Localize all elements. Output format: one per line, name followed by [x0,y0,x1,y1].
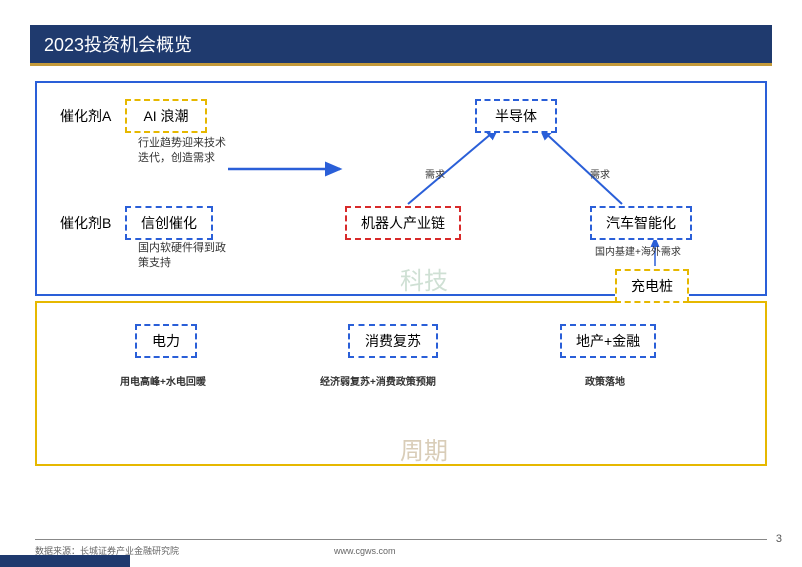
power-sublabel: 用电高峰+水电回暖 [120,376,206,390]
charger-sublabel: 国内基建+海外需求 [595,243,681,258]
footer: 数据来源：长城证券产业金融研究院 www.cgws.com [35,539,767,557]
page-number: 3 [776,533,782,545]
node-charger: 充电桩 [615,269,689,303]
node-consume: 消费复苏 [348,324,438,358]
ai-sublabel: 行业趋势迎来技术迭代，创造需求 [138,136,226,167]
node-power: 电力 [135,324,197,358]
catalyst-a-label: 催化剂A [60,106,111,126]
node-ai: AI 浪潮 [125,99,207,133]
node-robot: 机器人产业链 [345,206,461,240]
node-auto: 汽车智能化 [590,206,692,240]
node-semiconductor: 半导体 [475,99,557,133]
slide-title: 2023投资机会概览 [30,25,772,66]
diagram-content: 科技 周期 催化剂A 催化剂B 需求 需求 AI 浪潮 半导体 信创催化 机器人… [30,66,772,506]
node-xinchuang: 信创催化 [125,206,213,240]
xinchuang-sublabel: 国内软硬件得到政策支持 [138,241,226,272]
footer-url: www.cgws.com [334,546,396,556]
edge-label-demand-2: 需求 [590,166,610,181]
realestate-sublabel: 政策落地 [585,376,625,390]
edge-label-demand-1: 需求 [425,166,445,181]
corner-accent [0,555,130,567]
cycle-watermark: 周期 [400,431,448,466]
consume-sublabel: 经济弱复苏+消费政策预期 [320,376,436,390]
node-realestate: 地产+金融 [560,324,656,358]
tech-watermark: 科技 [400,261,448,296]
catalyst-b-label: 催化剂B [60,213,111,233]
